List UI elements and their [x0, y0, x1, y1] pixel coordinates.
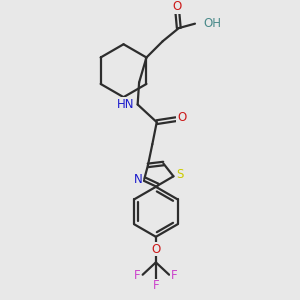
Text: OH: OH — [203, 17, 221, 30]
Text: O: O — [151, 243, 160, 256]
Text: O: O — [173, 0, 182, 13]
Text: N: N — [134, 172, 142, 185]
Text: F: F — [171, 269, 178, 282]
Text: O: O — [177, 111, 186, 124]
Text: F: F — [134, 269, 141, 282]
Text: S: S — [176, 168, 184, 181]
Text: F: F — [153, 279, 159, 292]
Text: HN: HN — [116, 98, 134, 111]
